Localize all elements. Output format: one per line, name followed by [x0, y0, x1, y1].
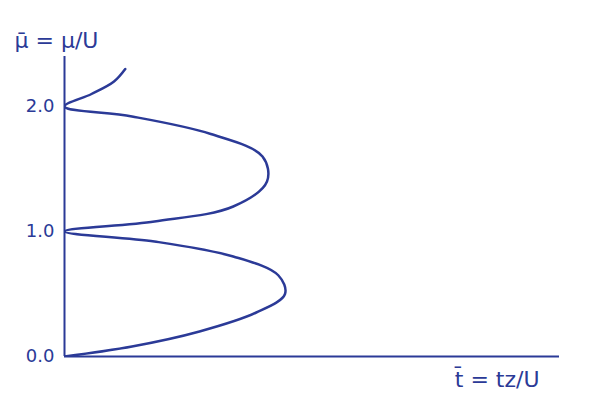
- svg-text:2.0: 2.0: [26, 95, 55, 116]
- svg-text:1.0: 1.0: [26, 220, 55, 241]
- svg-text:μ̄ = μ/U: μ̄ = μ/U: [15, 28, 99, 53]
- svg-text:t̄ = tz/U: t̄ = tz/U: [454, 366, 539, 391]
- svg-text:0.0: 0.0: [26, 345, 55, 366]
